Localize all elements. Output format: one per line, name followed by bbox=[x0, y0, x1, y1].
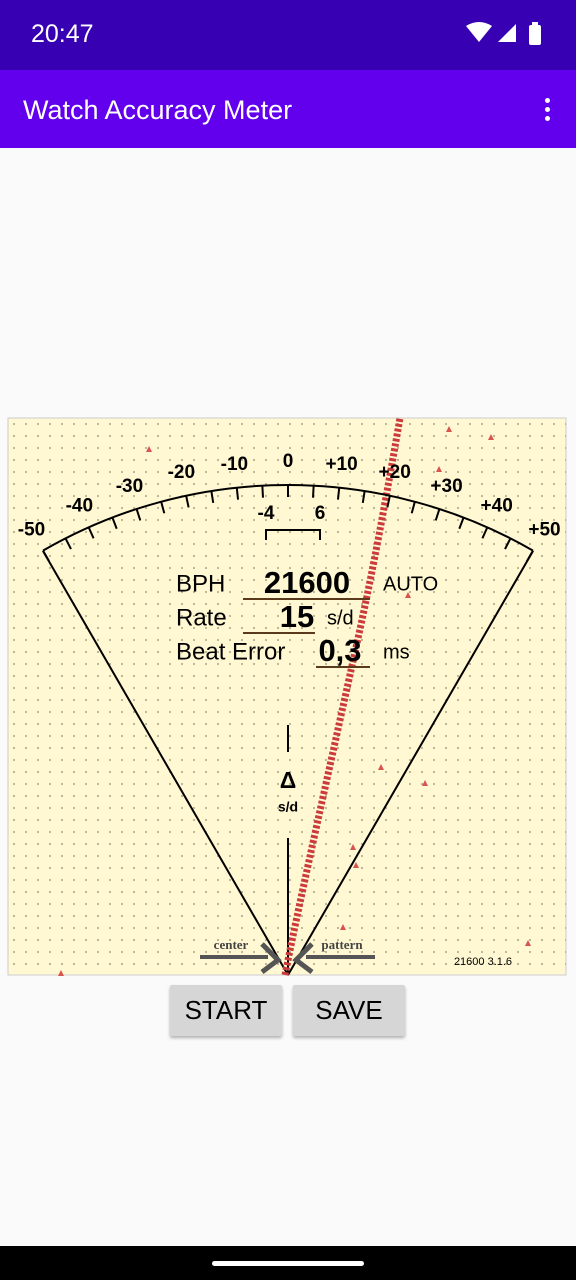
dial-tick bbox=[526, 550, 534, 562]
dial-tick bbox=[160, 501, 166, 514]
dial-tick bbox=[185, 495, 190, 508]
dial-tick bbox=[261, 485, 264, 498]
dial-tick bbox=[312, 485, 315, 498]
beat-error-label: Beat Error bbox=[176, 638, 285, 665]
scale-label: -50 bbox=[18, 520, 45, 541]
dial-tick bbox=[361, 490, 366, 504]
dial-tick bbox=[504, 537, 512, 550]
chevron bbox=[292, 942, 314, 974]
tick-trace bbox=[281, 417, 404, 976]
meter: -4 6 Δ s/d BPH 21600 AUTO Rate 15 s/d Be… bbox=[7, 417, 567, 976]
bph-label: BPH bbox=[176, 570, 225, 597]
beat-error-value: 0,3 bbox=[318, 633, 361, 668]
dial-tick bbox=[111, 517, 118, 530]
dial-tick bbox=[336, 487, 341, 500]
overflow-menu[interactable] bbox=[545, 98, 550, 125]
sector-edge bbox=[42, 550, 289, 976]
version: 21600 3.1.6 bbox=[454, 956, 512, 968]
window-label: 6 bbox=[315, 503, 326, 524]
scale-label: -20 bbox=[168, 462, 195, 483]
dial-tick bbox=[458, 517, 465, 530]
save-button[interactable]: SAVE bbox=[293, 985, 405, 1036]
dial-tick bbox=[235, 487, 240, 500]
bph-mode: AUTO bbox=[383, 573, 438, 595]
dial-tick bbox=[410, 501, 416, 514]
scale-label: +20 bbox=[379, 462, 411, 483]
window-label: -4 bbox=[258, 503, 275, 524]
scale-label: +40 bbox=[481, 495, 513, 516]
dial-tick bbox=[64, 537, 72, 550]
bph-value: 21600 bbox=[264, 565, 350, 600]
delta-unit: s/d bbox=[278, 799, 298, 815]
status-bar: 20:47 bbox=[0, 0, 576, 70]
window-bracket bbox=[265, 529, 321, 540]
dial-tick bbox=[481, 526, 489, 539]
scale-label: 0 bbox=[283, 451, 294, 472]
scale-label: -40 bbox=[66, 495, 93, 516]
beat-error-unit: ms bbox=[383, 641, 410, 663]
home-handle[interactable] bbox=[212, 1261, 364, 1266]
dial-tick bbox=[135, 508, 142, 521]
nav-bar bbox=[0, 1246, 576, 1280]
dial-tick bbox=[42, 550, 50, 562]
dial-tick bbox=[386, 495, 391, 508]
scale-label: -30 bbox=[116, 476, 143, 497]
scale-label: +30 bbox=[430, 476, 462, 497]
delta-symbol: Δ bbox=[280, 767, 297, 793]
chevron bbox=[260, 942, 282, 974]
dial-tick bbox=[210, 490, 215, 504]
scale-label: +10 bbox=[326, 454, 358, 475]
dial-tick bbox=[87, 526, 95, 539]
sector-edge bbox=[287, 550, 534, 976]
pattern-label: pattern bbox=[321, 937, 363, 952]
app-title: Watch Accuracy Meter bbox=[23, 95, 293, 125]
status-icons bbox=[466, 22, 541, 45]
clock: 20:47 bbox=[31, 20, 94, 48]
rate-label: Rate bbox=[176, 604, 227, 631]
scatter-ticks bbox=[58, 426, 531, 976]
app-bar: Watch Accuracy Meter bbox=[0, 70, 576, 148]
rate-unit: s/d bbox=[327, 607, 354, 629]
start-button[interactable]: START bbox=[170, 985, 282, 1036]
scale-label: -10 bbox=[221, 454, 248, 475]
dial-tick bbox=[434, 508, 441, 521]
scale-label: +50 bbox=[528, 520, 560, 541]
rate-value: 15 bbox=[280, 599, 314, 634]
center-label: center bbox=[214, 937, 249, 952]
